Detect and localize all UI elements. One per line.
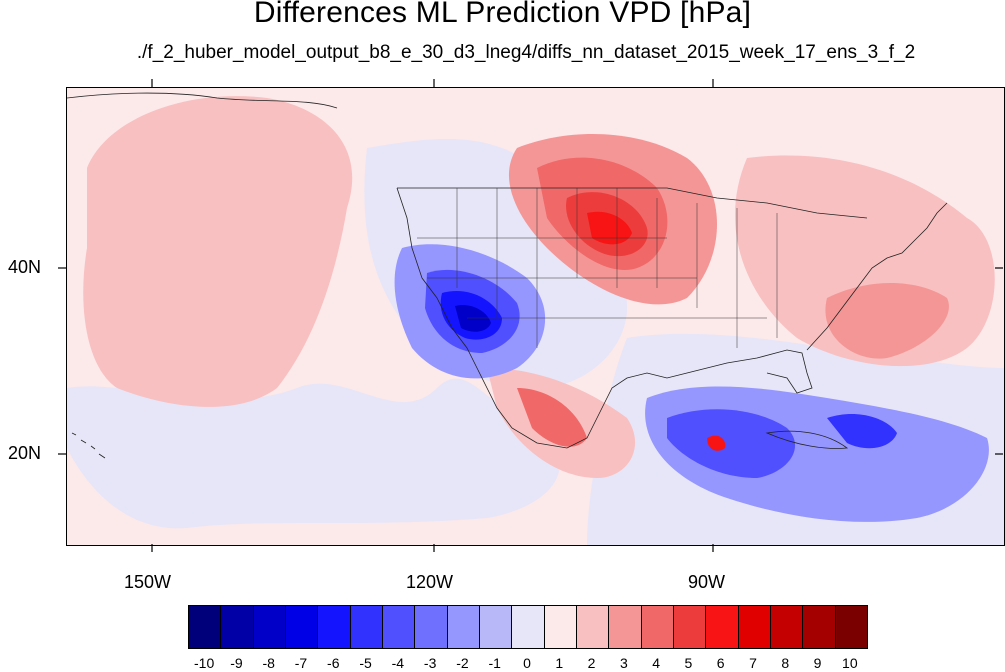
lat-label-20n: 20N bbox=[8, 443, 42, 463]
map-title: Differences ML Prediction VPD [hPa] bbox=[253, 0, 752, 29]
contour-red-plains-4 bbox=[587, 211, 632, 245]
us-canada-border bbox=[397, 187, 868, 219]
coastline-east bbox=[806, 202, 948, 351]
contour-pink-atlantic bbox=[825, 283, 949, 359]
contour-light-blue-pacific bbox=[67, 378, 560, 529]
colorbar-swatch-20 bbox=[835, 606, 867, 648]
colorbar-swatch-18 bbox=[770, 606, 804, 648]
colorbar-swatch-15 bbox=[673, 606, 707, 648]
colorbar-label: -8 bbox=[262, 655, 275, 671]
colorbar-label: 5 bbox=[684, 655, 693, 671]
colorbar-swatch-1 bbox=[221, 606, 254, 648]
lat-label-40n: 40N bbox=[8, 257, 42, 277]
colorbar-swatch-3 bbox=[285, 606, 319, 648]
colorbar-swatch-8 bbox=[447, 606, 480, 648]
hawaii-islands bbox=[71, 432, 106, 459]
colorbar-label: -7 bbox=[294, 655, 308, 671]
colorbar-label: 3 bbox=[619, 655, 628, 671]
contour-red-mexico bbox=[517, 388, 587, 447]
colorbar-label: 8 bbox=[781, 655, 790, 671]
colorbar-swatch-5 bbox=[350, 606, 383, 648]
colorbar-label: -4 bbox=[391, 655, 405, 671]
contour-blue-gulf-3 bbox=[827, 413, 897, 449]
colorbar-label: -3 bbox=[423, 655, 437, 671]
colorbar-swatch-9 bbox=[479, 606, 513, 648]
colorbar-label: -5 bbox=[359, 655, 372, 671]
lon-label-90w: 90W bbox=[688, 572, 726, 592]
map-plot bbox=[67, 92, 1004, 545]
colorbar-label: 6 bbox=[716, 655, 725, 671]
colorbar-swatch-13 bbox=[609, 606, 642, 648]
lon-label-150w: 150W bbox=[124, 572, 172, 592]
map-panel bbox=[66, 87, 1005, 546]
colorbar-swatch-4 bbox=[318, 606, 351, 648]
colorbar-label: 0 bbox=[523, 655, 531, 671]
colorbar-label: 2 bbox=[587, 655, 596, 671]
colorbar-label: -6 bbox=[327, 655, 340, 671]
coastline-alaska bbox=[67, 92, 338, 109]
colorbar-label: 10 bbox=[842, 655, 858, 671]
coastline-north-america bbox=[396, 187, 813, 449]
colorbar-label: 7 bbox=[749, 655, 757, 671]
colorbar-label: -1 bbox=[488, 655, 501, 671]
colorbar-swatch-10 bbox=[512, 606, 545, 648]
contour-red-gulf-spot bbox=[707, 435, 726, 451]
colorbar-label: 1 bbox=[555, 655, 564, 671]
colorbar-swatch-11 bbox=[544, 606, 577, 648]
colorbar-swatch-2 bbox=[253, 606, 286, 648]
contour-blue-gulf-2 bbox=[667, 409, 796, 478]
colorbar-swatch-19 bbox=[803, 606, 836, 648]
contour-pink-northpacific bbox=[83, 96, 353, 407]
map-subtitle: ./f_2_huber_model_output_b8_e_30_d3_lneg… bbox=[136, 42, 916, 63]
colorbar-swatch-0 bbox=[189, 606, 222, 648]
colorbar-swatch-17 bbox=[738, 606, 771, 648]
colorbar-swatch-16 bbox=[706, 606, 739, 648]
colorbar-label: 9 bbox=[813, 655, 822, 671]
colorbar-label: -10 bbox=[194, 655, 215, 671]
colorbar-swatch-14 bbox=[641, 606, 674, 648]
coastline-cuba bbox=[765, 430, 849, 449]
lon-label-120w: 120W bbox=[406, 572, 454, 592]
colorbar-label: -9 bbox=[230, 655, 243, 671]
state-lines bbox=[417, 188, 778, 348]
colorbar-label: -2 bbox=[456, 655, 469, 671]
colorbar-label: 4 bbox=[652, 655, 661, 671]
contour-blue-sw-4 bbox=[455, 304, 491, 332]
colorbar-swatch-6 bbox=[382, 606, 416, 648]
colorbar bbox=[188, 605, 868, 649]
colorbar-swatch-12 bbox=[576, 606, 610, 648]
colorbar-swatch-7 bbox=[415, 606, 448, 648]
